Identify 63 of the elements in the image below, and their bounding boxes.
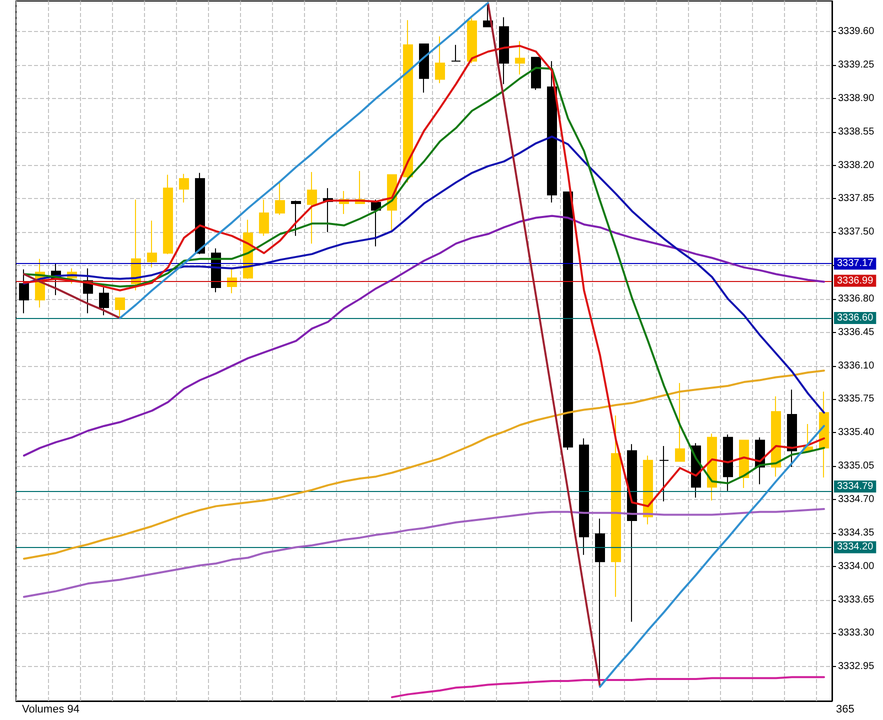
ref-line-label: 3334.20 <box>837 542 874 553</box>
y-tick-label: 3336.10 <box>838 360 875 372</box>
line-series <box>23 136 825 414</box>
candlestick <box>819 391 829 478</box>
candlestick <box>307 171 317 244</box>
candlestick <box>19 268 29 314</box>
candlestick <box>499 16 509 85</box>
candlestick <box>771 396 781 478</box>
candlestick <box>403 20 413 183</box>
candlestick <box>435 36 445 84</box>
line-series <box>23 214 825 457</box>
candlestick <box>451 44 461 62</box>
candlestick <box>179 173 189 203</box>
ref-line-label: 3336.99 <box>837 275 874 286</box>
line-series <box>23 508 825 598</box>
candlestick <box>787 389 797 468</box>
y-tick-label: 3335.75 <box>838 394 875 405</box>
candlestick <box>291 200 301 236</box>
candlestick <box>563 191 573 450</box>
candlestick <box>531 56 541 90</box>
candlestick <box>659 446 669 502</box>
candlestick <box>99 286 109 316</box>
candlestick <box>147 220 157 268</box>
ref-line-label: 3336.60 <box>837 312 874 324</box>
candlestick <box>675 382 685 462</box>
candlestick <box>643 455 653 525</box>
text: Volumes 94 <box>22 704 80 716</box>
candlestick <box>579 438 589 556</box>
candlestick <box>259 199 269 236</box>
candlestick <box>547 60 557 203</box>
candlestick <box>611 414 621 598</box>
y-tick-label: 3333.65 <box>838 594 875 606</box>
candlestick <box>275 180 285 216</box>
y-tick-label: 3339.60 <box>838 26 875 38</box>
text: 365 <box>836 704 854 716</box>
candlestick <box>707 433 717 501</box>
y-tick-label: 3333.30 <box>838 628 875 639</box>
candlestick <box>419 43 429 94</box>
candlestick <box>467 18 477 64</box>
y-tick-label: 3335.40 <box>838 427 875 438</box>
y-tick-label: 3335.05 <box>838 460 875 472</box>
y-tick-label: 3338.90 <box>838 92 875 104</box>
y-tick-label: 3334.35 <box>838 527 875 538</box>
candlestick <box>723 434 733 492</box>
line-series <box>23 370 825 560</box>
candlestick <box>163 174 173 255</box>
line-series <box>391 676 825 698</box>
y-tick-label: 3334.00 <box>838 560 875 572</box>
y-tick-label: 3337.85 <box>838 193 875 204</box>
y-tick-label: 3336.80 <box>838 293 875 304</box>
y-tick-label: 3337.50 <box>838 226 875 238</box>
y-tick-label: 3332.95 <box>838 661 875 672</box>
y-tick-label: 3338.20 <box>838 160 875 171</box>
candlestick <box>371 199 381 247</box>
y-tick-label: 3339.25 <box>838 59 875 70</box>
ref-line-label: 3337.17 <box>837 258 874 270</box>
y-tick-label: 3338.55 <box>838 126 875 138</box>
candlestick <box>515 40 525 76</box>
candlestick <box>195 172 205 255</box>
candlestick <box>115 298 125 319</box>
y-tick-label: 3334.70 <box>838 494 875 505</box>
ref-line-label: 3334.79 <box>837 481 874 492</box>
y-tick-label: 3336.45 <box>838 326 875 338</box>
